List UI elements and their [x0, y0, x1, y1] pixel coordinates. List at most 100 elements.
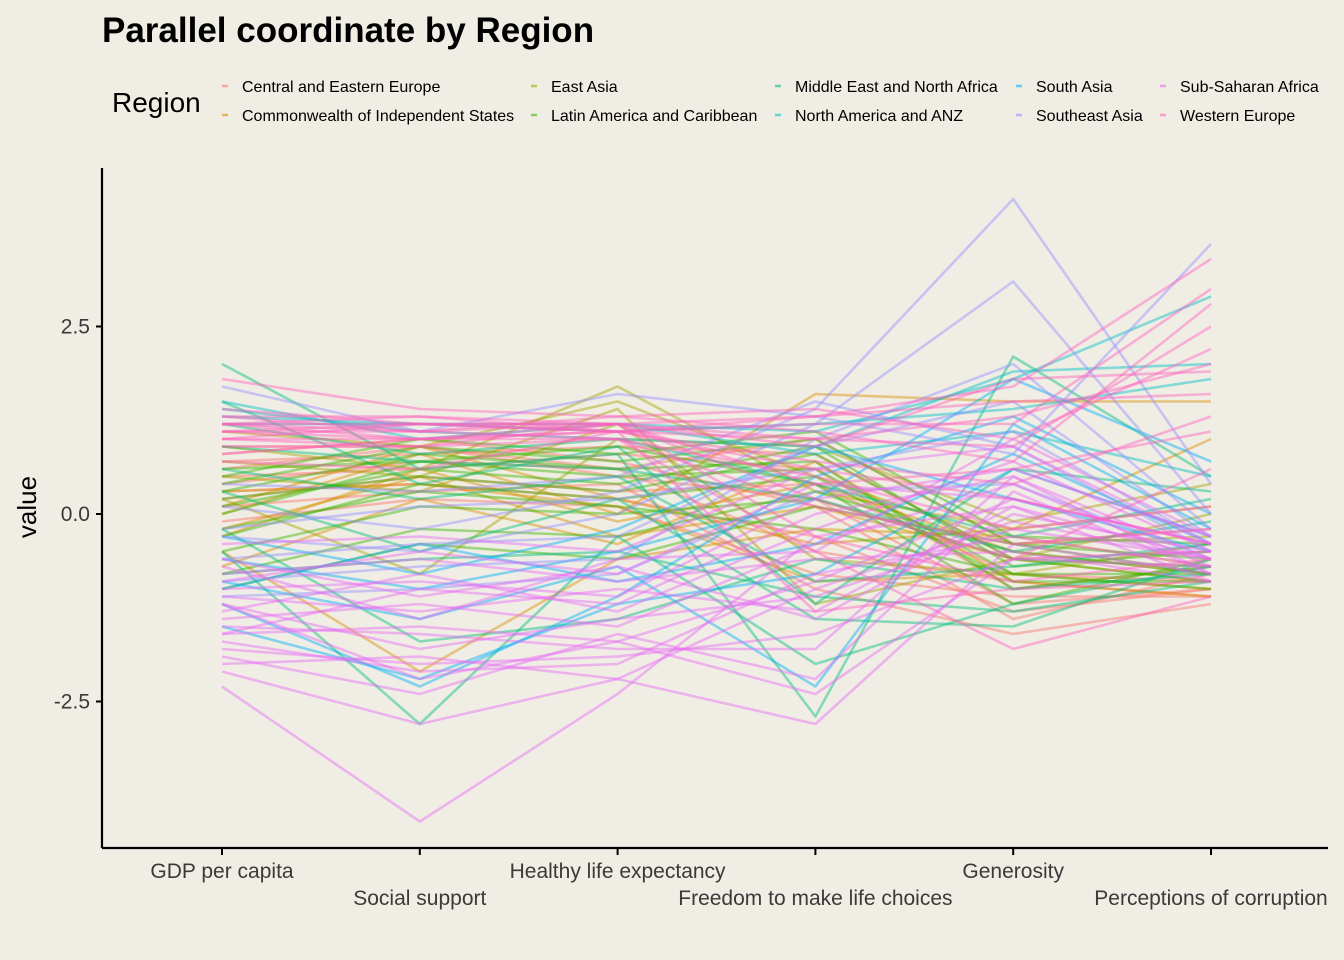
- series-line-54: [221, 280, 1212, 553]
- series-line-22: [221, 452, 1212, 568]
- series-line-20: [221, 437, 1212, 576]
- series-line-36: [221, 422, 1212, 538]
- series-lines: [221, 197, 1213, 823]
- legend-label: South Asia: [1036, 79, 1113, 96]
- series-line-85: [221, 347, 1212, 441]
- series-line-21: [221, 407, 1212, 606]
- legend-label: Middle East and North Africa: [795, 79, 998, 96]
- series-line-32: [221, 445, 1212, 606]
- series-line-23: [221, 460, 1211, 576]
- series-line-65: [221, 482, 1212, 628]
- series-line-74: [221, 460, 1212, 613]
- series-line-73: [221, 535, 1212, 673]
- y-axis-title: value: [12, 476, 42, 538]
- legend-label: East Asia: [551, 79, 618, 96]
- series-line-9: [222, 437, 1212, 546]
- series-line-66: [221, 527, 1212, 651]
- series-line-58: [221, 362, 1212, 583]
- series-line-5: [221, 452, 1212, 591]
- series-line-62: [221, 542, 1212, 726]
- series-line-93: [222, 392, 1212, 433]
- series-line-47: [221, 415, 1212, 688]
- series-line-91: [221, 437, 1212, 651]
- series-line-14: [221, 467, 1212, 576]
- series-line-42: [221, 550, 1212, 613]
- series-line-18: [221, 400, 1212, 546]
- series-line-40: [221, 467, 1212, 583]
- series-line-44: [221, 362, 1212, 448]
- legend-label: Sub-Saharan Africa: [1180, 79, 1319, 96]
- series-line-55: [221, 243, 1212, 456]
- series-line-12: [221, 527, 1212, 673]
- series-line-41: [221, 445, 1212, 553]
- axes: -2.5 0.0 2.5 GDP per capita Social support He…: [54, 168, 1328, 910]
- legend-label: Southeast Asia: [1036, 108, 1143, 125]
- series-line-76: [221, 482, 1212, 583]
- legend-title: Region: [112, 87, 201, 118]
- series-line-13: [221, 482, 1212, 591]
- series-line-46: [221, 400, 1212, 478]
- series-line-26: [221, 445, 1212, 568]
- series-line-49: [221, 377, 1212, 591]
- series-line-1: [221, 460, 1212, 598]
- series-line-61: [221, 505, 1212, 823]
- series-line-90: [221, 422, 1212, 546]
- legend-label: Central and Eastern Europe: [242, 79, 440, 96]
- series-line-43: [221, 295, 1212, 433]
- series-line-59: [221, 430, 1212, 546]
- series-line-71: [221, 490, 1212, 696]
- series-line-51: [221, 445, 1212, 576]
- series-line-33: [221, 505, 1212, 591]
- series-line-3: [221, 437, 1212, 621]
- chart-title: Parallel coordinate by Region: [102, 11, 594, 50]
- series-line-37: [221, 535, 1212, 726]
- series-line-92: [221, 422, 1212, 561]
- series-line-4: [221, 482, 1212, 636]
- x-tick-label: Perceptions of corruption: [1094, 887, 1327, 910]
- series-line-56: [221, 400, 1212, 561]
- series-line-72: [221, 475, 1212, 651]
- series-line-63: [221, 550, 1212, 666]
- series-line-60: [221, 482, 1212, 598]
- series-line-24: [221, 437, 1212, 561]
- series-line-81: [221, 257, 1212, 426]
- series-line-2: [221, 475, 1212, 583]
- legend-label: Latin America and Caribbean: [551, 108, 757, 125]
- y-tick-label: 0.0: [61, 503, 90, 526]
- series-line-67: [221, 467, 1212, 598]
- series-line-38: [221, 490, 1212, 628]
- series-line-77: [221, 520, 1212, 681]
- series-line-17: [221, 385, 1212, 531]
- series-line-86: [222, 415, 1212, 486]
- y-tick-label: 2.5: [61, 316, 90, 339]
- series-line-50: [221, 467, 1212, 681]
- legend: Region Central and Eastern Europe Commonw…: [112, 79, 1319, 125]
- series-line-31: [221, 490, 1212, 591]
- series-line-35: [221, 400, 1212, 606]
- series-line-30: [221, 430, 1212, 546]
- series-line-29: [221, 497, 1212, 583]
- series-line-78: [221, 437, 1212, 621]
- series-line-88: [222, 422, 1212, 583]
- series-line-27: [221, 490, 1212, 576]
- series-line-25: [221, 475, 1211, 583]
- legend-label: North America and ANZ: [795, 108, 963, 125]
- legend-label: Western Europe: [1180, 108, 1295, 125]
- series-line-16: [221, 460, 1212, 598]
- series-line-69: [221, 512, 1212, 621]
- series-line-39: [221, 527, 1212, 643]
- series-line-68: [221, 550, 1212, 583]
- series-line-6: [221, 482, 1212, 613]
- series-line-15: [221, 437, 1212, 546]
- series-line-48: [221, 422, 1212, 688]
- series-line-75: [221, 505, 1212, 613]
- series-line-45: [222, 377, 1212, 433]
- series-line-10: [221, 475, 1212, 583]
- series-line-0: [221, 445, 1212, 606]
- series-line-80: [221, 557, 1212, 696]
- series-line-96: [221, 362, 1212, 441]
- x-tick-label: Generosity: [962, 860, 1064, 883]
- x-tick-label: Healthy life expectancy: [510, 860, 726, 883]
- series-line-64: [221, 497, 1212, 643]
